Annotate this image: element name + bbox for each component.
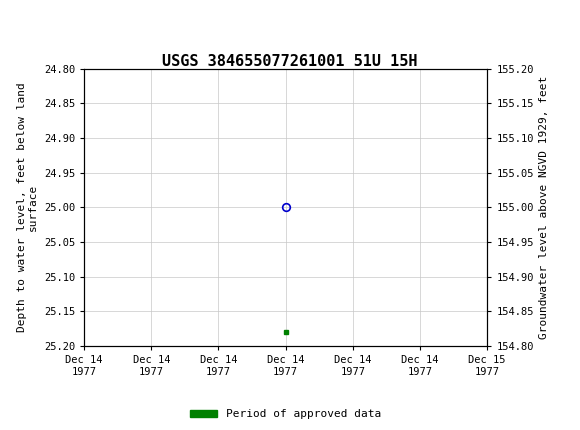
- Y-axis label: Depth to water level, feet below land
surface: Depth to water level, feet below land su…: [17, 83, 38, 332]
- Legend: Period of approved data: Period of approved data: [185, 405, 386, 424]
- Text: USGS: USGS: [38, 11, 98, 30]
- Text: USGS 384655077261001 51U 15H: USGS 384655077261001 51U 15H: [162, 54, 418, 69]
- Y-axis label: Groundwater level above NGVD 1929, feet: Groundwater level above NGVD 1929, feet: [539, 76, 549, 339]
